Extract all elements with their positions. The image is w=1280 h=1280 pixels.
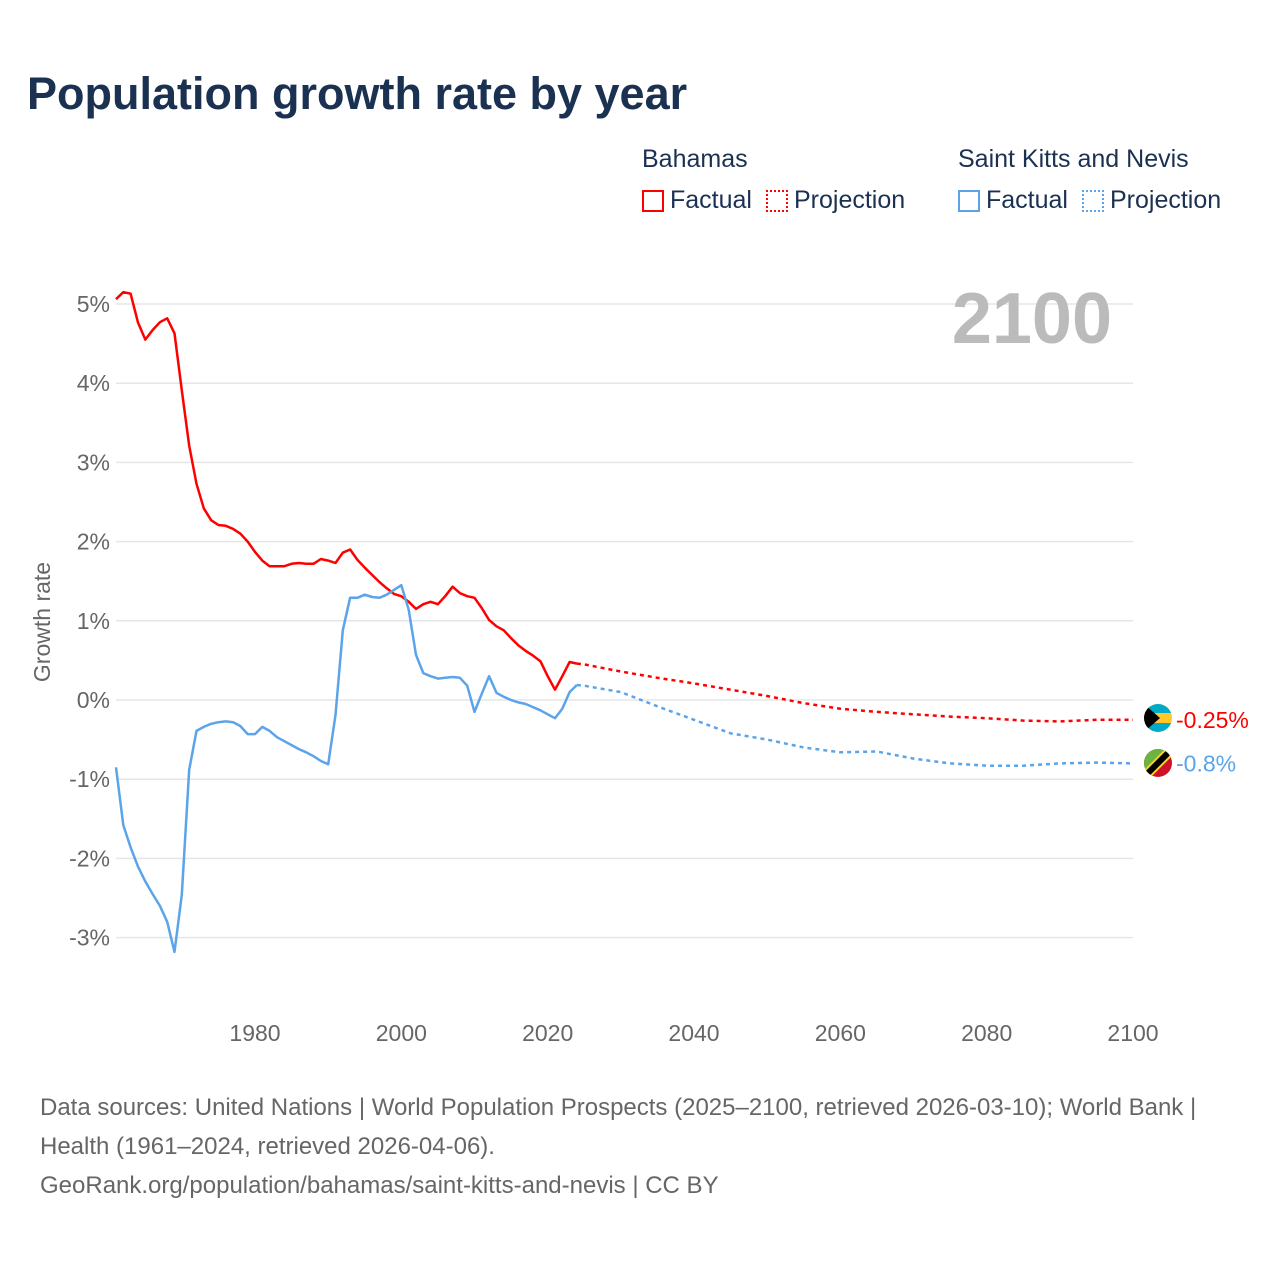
saint-kitts-projection-line [576, 683, 1134, 767]
x-tick-label: 1980 [229, 1020, 280, 1046]
credit-link[interactable]: GeoRank.org/population/bahamas/saint-kit… [40, 1172, 719, 1199]
bahamas-projection-line [576, 662, 1133, 723]
bahamas-factual-line [115, 290, 578, 691]
y-tick-label: -1% [69, 766, 110, 792]
y-tick-label: -2% [69, 845, 110, 871]
data-sources: Data sources: United Nations | World Pop… [40, 1094, 1197, 1160]
footer: Data sources: United Nations | World Pop… [40, 1088, 1240, 1205]
y-tick-label: 4% [77, 370, 110, 396]
y-axis-label: Growth rate [29, 562, 55, 682]
saint-kitts-end-label: -0.8% [1176, 750, 1236, 776]
x-tick-label: 2100 [1107, 1020, 1158, 1046]
legend-swatch-solid [642, 189, 664, 212]
saint-kitts-factual-line [114, 583, 578, 954]
legend-bahamas-factual[interactable]: Factual [642, 186, 752, 215]
legend-swatch-solid [958, 189, 980, 212]
y-tick-label: 2% [77, 529, 110, 555]
saint-kitts-flag-icon [1144, 749, 1172, 777]
legend-skn-projection[interactable]: Projection [1081, 186, 1222, 215]
y-tick-label: 3% [77, 449, 110, 475]
legend-bahamas-projection[interactable]: Projection [765, 186, 906, 215]
legend-label: Projection [793, 186, 906, 214]
legend-swatch-dotted [1081, 189, 1104, 212]
year-watermark: 2100 [952, 279, 1112, 359]
chart-title: Population growth rate by year [27, 68, 688, 119]
y-tick-label: 5% [77, 291, 110, 317]
legend-group-name: Saint Kitts and Nevis [958, 145, 1189, 173]
x-tick-label: 2040 [668, 1020, 719, 1046]
bahamas-flag-icon [1144, 704, 1172, 732]
legend-bahamas: Bahamas Factual Projection [642, 145, 905, 215]
y-tick-label: 0% [77, 687, 110, 713]
bahamas-end-label: -0.25% [1176, 707, 1249, 733]
x-tick-label: 2060 [815, 1020, 866, 1046]
x-tick-label: 2000 [376, 1020, 427, 1046]
legend-label: Projection [1109, 186, 1222, 214]
legend-saint-kitts: Saint Kitts and Nevis Factual Projection [958, 145, 1221, 215]
legend-swatch-dotted [765, 189, 788, 212]
y-tick-label: 1% [77, 608, 110, 634]
x-tick-label: 2020 [522, 1020, 573, 1046]
y-tick-label: -3% [69, 925, 110, 951]
legend-label: Factual [670, 186, 752, 214]
x-tick-label: 2080 [961, 1020, 1012, 1046]
legend-label: Factual [986, 186, 1068, 214]
legend-group-name: Bahamas [642, 145, 748, 173]
legend-skn-factual[interactable]: Factual [958, 186, 1068, 215]
